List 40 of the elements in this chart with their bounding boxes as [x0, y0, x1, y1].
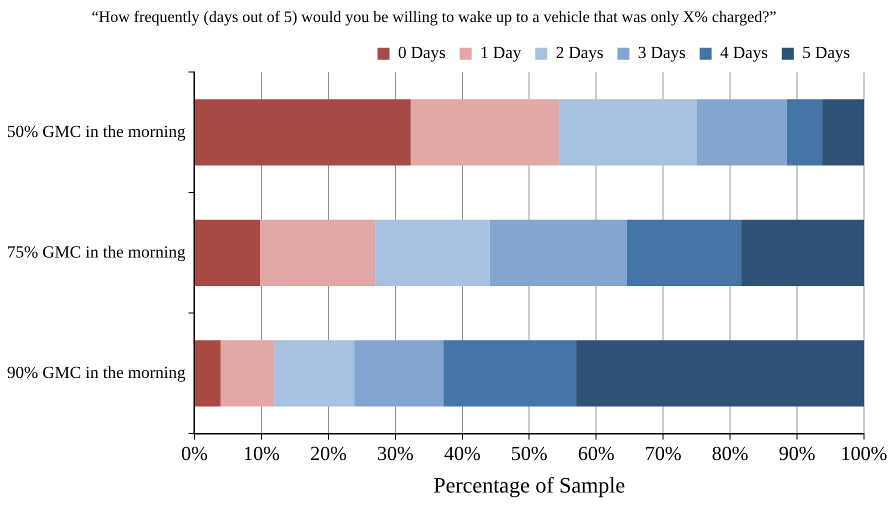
bar: [194, 220, 260, 286]
bar: [787, 99, 822, 166]
x-tick-label: 40%: [444, 442, 481, 465]
bar: [410, 99, 560, 166]
bar: [274, 340, 355, 406]
y-tick-label: 50% GMC in the morning: [6, 122, 186, 141]
bar: [741, 220, 864, 286]
legend-label: 1 Day: [480, 43, 522, 62]
bar: [194, 99, 411, 166]
bar: [559, 99, 697, 166]
y-tick-label: 75% GMC in the morning: [6, 242, 186, 262]
bar: [354, 340, 444, 406]
y-tick-label: 90% GMC in the morning: [6, 362, 186, 382]
bar: [576, 340, 864, 406]
bar: [696, 99, 788, 166]
bar: [194, 340, 221, 406]
legend-label: 0 Days: [398, 43, 446, 62]
x-tick-label: 30%: [377, 442, 414, 465]
legend-label: 4 Days: [720, 43, 768, 62]
x-tick-label: 80%: [712, 442, 748, 465]
bar: [490, 220, 627, 286]
bar: [626, 220, 742, 286]
bar: [260, 220, 376, 286]
x-tick-label: 20%: [310, 442, 347, 465]
bar: [444, 340, 576, 406]
x-axis-title: Percentage of Sample: [433, 472, 626, 498]
x-tick-label: 100%: [840, 442, 888, 465]
x-tick-label: 0%: [181, 442, 208, 465]
bar: [822, 99, 864, 166]
bar: [375, 220, 490, 286]
legend-label: 2 Days: [556, 43, 604, 62]
legend-label: 5 Days: [802, 43, 850, 62]
x-tick-label: 70%: [644, 442, 682, 465]
x-tick-label: 90%: [778, 442, 816, 465]
legend-label: 3 Days: [638, 43, 686, 62]
bar: [220, 340, 274, 406]
x-tick-label: 50%: [510, 442, 548, 465]
chart-title: “How frequently (days out of 5) would you be willing to wake up to a vehicle that was only X% charged?”: [92, 8, 776, 26]
x-tick-label: 60%: [578, 442, 615, 465]
x-tick-label: 10%: [243, 442, 280, 465]
